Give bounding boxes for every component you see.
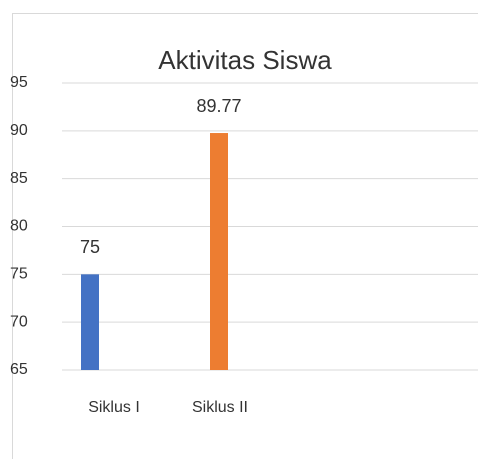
y-tick-label: 80 bbox=[10, 218, 28, 235]
y-tick-label: 70 bbox=[10, 313, 28, 330]
data-label: 75 bbox=[80, 237, 100, 257]
bar bbox=[210, 133, 228, 370]
y-tick-label: 85 bbox=[10, 170, 28, 187]
x-tick-label: Siklus II bbox=[192, 399, 248, 416]
chart-title: Aktivitas Siswa bbox=[158, 45, 332, 75]
y-tick-label: 90 bbox=[10, 122, 28, 139]
chart-border bbox=[12, 13, 478, 459]
bar bbox=[81, 274, 99, 370]
data-label: 89.77 bbox=[196, 96, 241, 116]
y-tick-label: 65 bbox=[10, 361, 28, 378]
y-tick-label: 95 bbox=[10, 74, 28, 91]
x-tick-label: Siklus I bbox=[88, 399, 140, 416]
y-tick-label: 75 bbox=[10, 266, 28, 283]
